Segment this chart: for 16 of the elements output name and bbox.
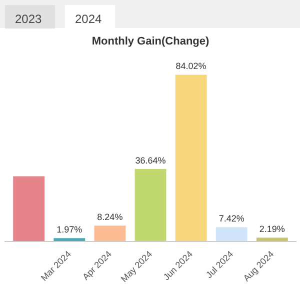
data-label: 8.24% (97, 212, 123, 222)
chart-title: Monthly Gain(Change) (92, 36, 210, 48)
text: 2024 (75, 11, 102, 28)
bar (174, 74, 208, 242)
bar (134, 168, 168, 242)
bar (255, 236, 289, 242)
bar (12, 175, 46, 242)
data-label: 1.97% (56, 224, 82, 235)
data-label: 2.19% (259, 224, 285, 234)
bar (93, 224, 127, 242)
data-label: 36.64% (135, 156, 166, 166)
bar (214, 226, 248, 242)
data-label: 7.42% (218, 214, 244, 224)
data-label: 84.02% (176, 61, 206, 72)
bar (52, 237, 86, 242)
text: 2023 (15, 11, 42, 28)
